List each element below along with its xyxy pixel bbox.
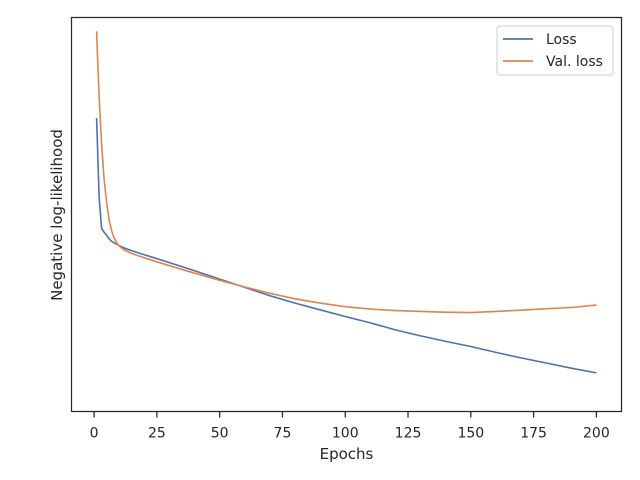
legend: Loss Val. loss — [496, 25, 614, 76]
series-line-loss — [95, 117, 597, 374]
x-tick-label: 150 — [457, 426, 484, 442]
x-tick-label: 50 — [211, 426, 229, 442]
legend-label: Loss — [546, 32, 577, 48]
y-axis-label: Negative log-likelihood — [48, 129, 66, 301]
x-axis-ticks: 0 25 50 75 100 125 150 175 200 — [90, 411, 610, 442]
legend-label: Val. loss — [546, 54, 603, 70]
series-line-val-loss — [95, 31, 597, 314]
x-tick-label: 175 — [520, 426, 547, 442]
x-axis-label: Epochs — [320, 445, 374, 463]
x-tick-label: 25 — [148, 426, 166, 442]
x-tick-label: 100 — [332, 426, 359, 442]
plot-lines — [95, 31, 597, 374]
x-tick-label: 75 — [274, 426, 292, 442]
x-tick-label: 0 — [90, 426, 99, 442]
axes-frame — [70, 16, 623, 413]
x-tick-label: 200 — [583, 426, 610, 442]
x-tick-label: 125 — [395, 426, 422, 442]
